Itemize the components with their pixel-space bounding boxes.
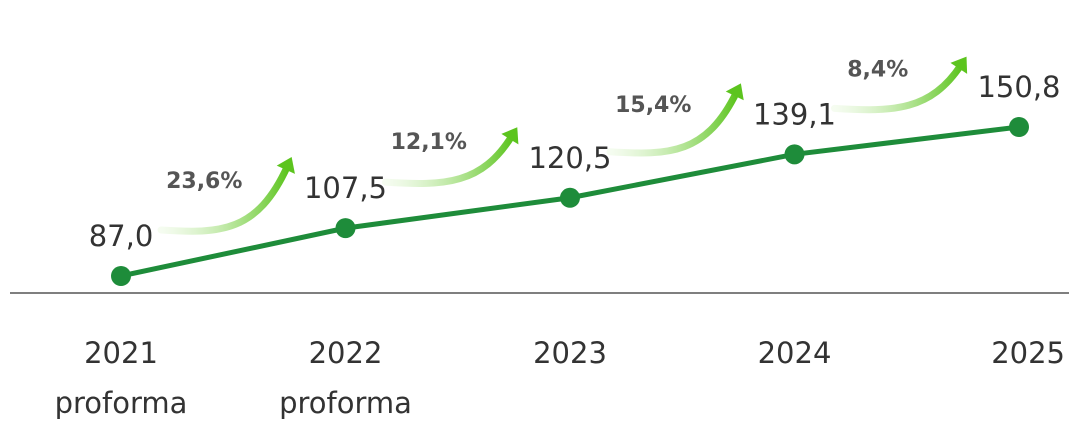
value-label: 139,1 [753, 97, 836, 131]
x-tick-label: 2025 [991, 336, 1065, 370]
arrow-head [501, 127, 519, 145]
point [111, 266, 131, 286]
value-label: 87,0 [89, 219, 154, 253]
growth-arrow [831, 61, 965, 114]
growth-label: 23,6% [166, 169, 242, 194]
value-label: 107,5 [304, 171, 387, 205]
x-tick-label: 2022 proforma [279, 336, 412, 420]
point [784, 144, 805, 165]
x-tick-label: 2023 [533, 336, 607, 370]
x-tick-label: 2024 [757, 336, 832, 370]
growth-arrow [382, 132, 516, 187]
growth-arrow [606, 88, 740, 157]
growth-arrow [157, 162, 291, 235]
value-label: 150,8 [977, 70, 1060, 104]
growth-label: 12,1% [391, 130, 467, 155]
point [335, 218, 356, 239]
x-tick-label: 2021 proforma [54, 336, 188, 420]
arrow-head [276, 157, 295, 174]
arrow-head [725, 83, 744, 101]
point [1009, 117, 1029, 137]
growth-label: 8,4% [847, 58, 908, 83]
point [560, 187, 580, 208]
value-label: 120,5 [528, 141, 611, 175]
growth-label: 15,4% [615, 93, 691, 118]
arrow-head [950, 56, 968, 74]
